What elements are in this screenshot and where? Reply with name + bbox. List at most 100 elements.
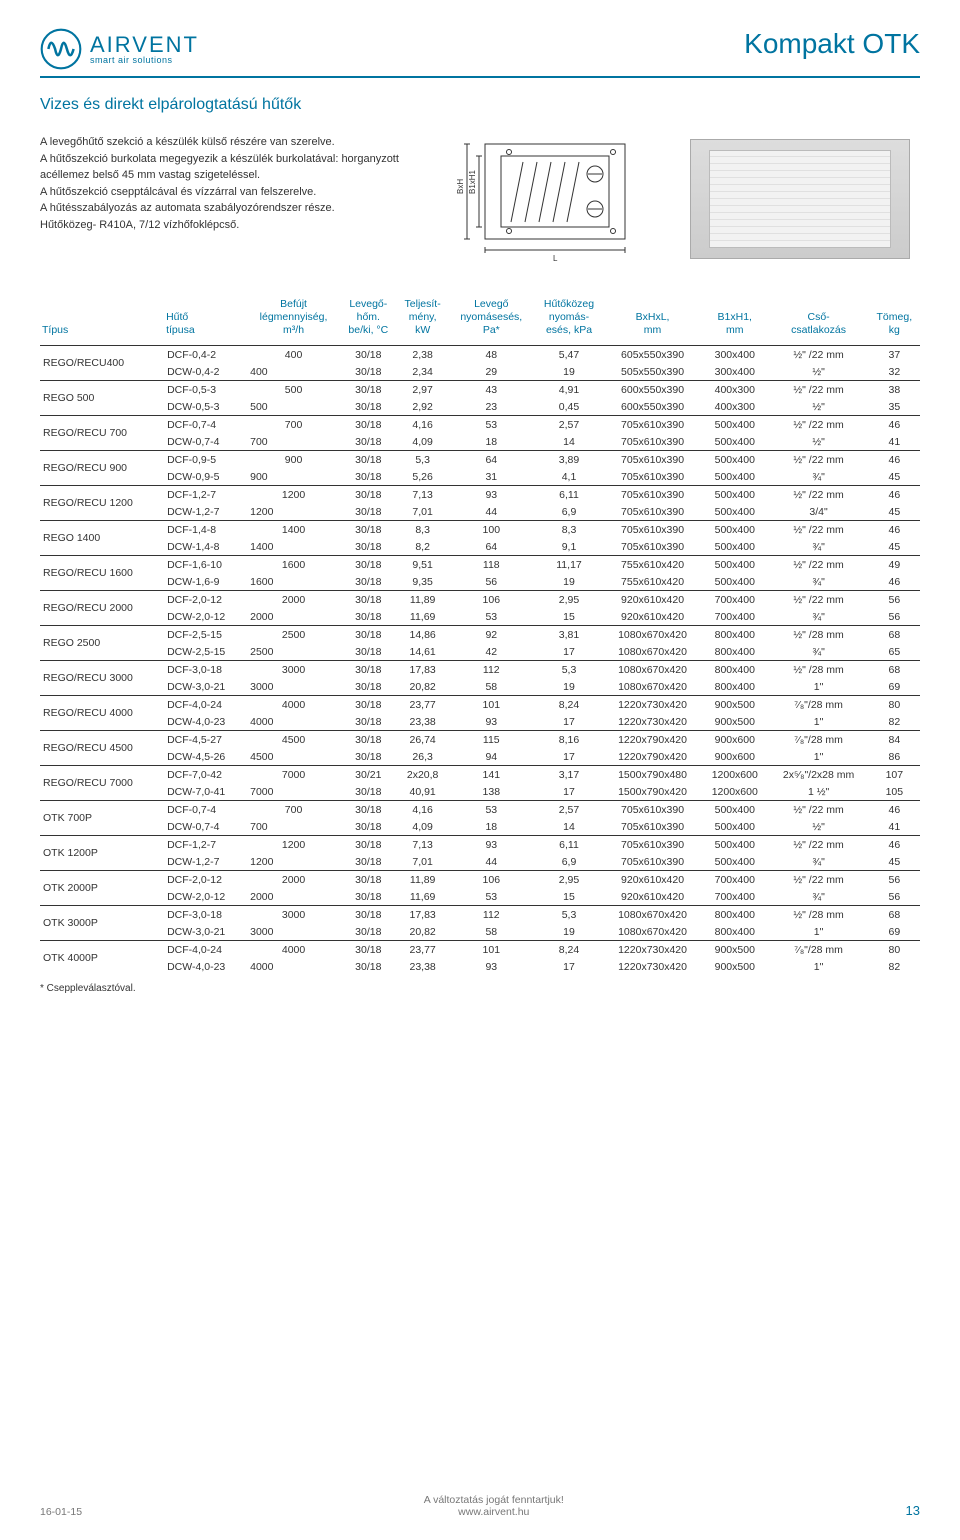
data-cell: 2,92 <box>397 398 449 416</box>
data-cell: 400x300 <box>701 398 768 416</box>
data-cell: 500 <box>247 398 340 416</box>
data-cell: 1500x790x480 <box>604 766 701 784</box>
data-cell: 58 <box>449 923 534 941</box>
data-cell: 7000 <box>247 766 340 784</box>
data-cell: 4000 <box>247 696 340 714</box>
data-cell: 500x400 <box>701 853 768 871</box>
data-cell: 30/18 <box>340 346 397 364</box>
data-cell: 1200 <box>247 503 340 521</box>
data-cell: 600x550x390 <box>604 398 701 416</box>
data-cell: 53 <box>449 801 534 819</box>
data-cell: 112 <box>449 906 534 924</box>
col-header: Cső-csatlakozás <box>769 294 869 346</box>
data-cell: 115 <box>449 731 534 749</box>
data-cell: 30/18 <box>340 503 397 521</box>
data-cell: 705x610x390 <box>604 416 701 434</box>
data-cell: 500 <box>247 381 340 399</box>
product-photo <box>680 134 920 264</box>
table-row: REGO/RECU 1200DCF-1,2-7120030/187,13936,… <box>40 486 920 504</box>
data-cell: 1" <box>769 678 869 696</box>
table-row: REGO/RECU 2000DCF-2,0-12200030/1811,8910… <box>40 591 920 609</box>
data-cell: 30/18 <box>340 661 397 679</box>
data-cell: 42 <box>449 643 534 661</box>
data-cell: 800x400 <box>701 678 768 696</box>
data-cell: ¾" <box>769 888 869 906</box>
data-cell: 20,82 <box>397 923 449 941</box>
data-cell: 2,95 <box>534 871 604 889</box>
data-cell: ½" /22 mm <box>769 381 869 399</box>
data-cell: 45 <box>869 468 920 486</box>
table-row: DCW-0,7-470030/184,091814705x610x390500x… <box>40 433 920 451</box>
data-cell: 700x400 <box>701 591 768 609</box>
data-cell: 30/18 <box>340 573 397 591</box>
data-cell: 3,17 <box>534 766 604 784</box>
data-cell: 1080x670x420 <box>604 906 701 924</box>
data-cell: 17 <box>534 783 604 801</box>
data-cell: 23,38 <box>397 958 449 975</box>
data-cell: 20,82 <box>397 678 449 696</box>
data-cell: 105 <box>869 783 920 801</box>
data-cell: 5,3 <box>397 451 449 469</box>
data-cell: 1200 <box>247 486 340 504</box>
data-cell: 4,16 <box>397 801 449 819</box>
data-cell: 900x500 <box>701 696 768 714</box>
data-cell: 1" <box>769 713 869 731</box>
data-cell: 93 <box>449 713 534 731</box>
type-cell: REGO 500 <box>40 381 164 416</box>
data-cell: 30/18 <box>340 871 397 889</box>
data-cell: DCF-4,0-24 <box>164 941 247 959</box>
data-cell: DCW-7,0-41 <box>164 783 247 801</box>
data-cell: ½" <box>769 398 869 416</box>
svg-text:BxH: BxH <box>456 179 465 194</box>
table-row: REGO/RECU400DCF-0,4-240030/182,38485,476… <box>40 346 920 364</box>
col-header: Típus <box>40 294 164 346</box>
data-cell: 605x550x390 <box>604 346 701 364</box>
data-cell: 46 <box>869 451 920 469</box>
data-cell: 93 <box>449 486 534 504</box>
data-cell: 500x400 <box>701 433 768 451</box>
data-cell: DCW-2,0-12 <box>164 888 247 906</box>
data-cell: 9,35 <box>397 573 449 591</box>
table-row: OTK 2000PDCF-2,0-12200030/1811,891062,95… <box>40 871 920 889</box>
type-cell: REGO/RECU 700 <box>40 416 164 451</box>
data-cell: DCF-0,5-3 <box>164 381 247 399</box>
col-header: Hűtőközegnyomás-esés, kPa <box>534 294 604 346</box>
data-cell: 1220x790x420 <box>604 731 701 749</box>
data-cell: 500x400 <box>701 503 768 521</box>
data-cell: 705x610x390 <box>604 468 701 486</box>
data-cell: 2,95 <box>534 591 604 609</box>
data-cell: DCF-4,5-27 <box>164 731 247 749</box>
data-cell: 101 <box>449 941 534 959</box>
data-cell: 69 <box>869 678 920 696</box>
data-cell: 40,91 <box>397 783 449 801</box>
data-cell: 53 <box>449 888 534 906</box>
data-cell: 30/18 <box>340 538 397 556</box>
data-cell: 30/18 <box>340 888 397 906</box>
data-cell: ½" /28 mm <box>769 906 869 924</box>
data-cell: 49 <box>869 556 920 574</box>
data-cell: DCW-4,0-23 <box>164 713 247 731</box>
data-cell: 58 <box>449 678 534 696</box>
type-cell: OTK 2000P <box>40 871 164 906</box>
data-cell: 6,9 <box>534 853 604 871</box>
data-cell: 18 <box>449 433 534 451</box>
data-cell: 1200 <box>247 836 340 854</box>
data-cell: 4500 <box>247 748 340 766</box>
data-cell: 1 ½" <box>769 783 869 801</box>
data-cell: 7,13 <box>397 836 449 854</box>
type-cell: REGO/RECU 2000 <box>40 591 164 626</box>
data-cell: 1080x670x420 <box>604 678 701 696</box>
data-cell: 31 <box>449 468 534 486</box>
data-cell: 17 <box>534 713 604 731</box>
table-row: DCW-2,5-15250030/1814,6142171080x670x420… <box>40 643 920 661</box>
data-cell: 17,83 <box>397 906 449 924</box>
data-cell: ⁷⁄₈"/28 mm <box>769 941 869 959</box>
table-row: DCW-3,0-21300030/1820,8258191080x670x420… <box>40 923 920 941</box>
data-cell: 500x400 <box>701 818 768 836</box>
data-cell: 4,09 <box>397 433 449 451</box>
data-cell: 15 <box>534 888 604 906</box>
data-cell: DCF-2,5-15 <box>164 626 247 644</box>
data-cell: 45 <box>869 538 920 556</box>
data-cell: 45 <box>869 853 920 871</box>
data-cell: DCW-1,2-7 <box>164 503 247 521</box>
